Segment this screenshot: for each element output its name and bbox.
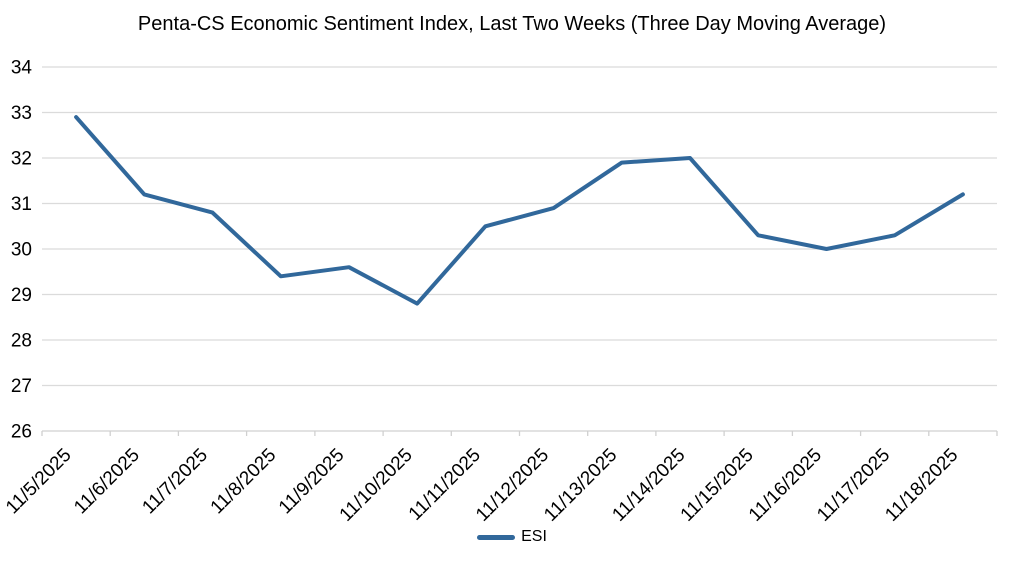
y-tick-label: 26 bbox=[11, 422, 32, 443]
x-tick-label: 11/10/2025 bbox=[336, 445, 417, 526]
esi-series-line bbox=[74, 115, 965, 306]
y-tick-label: 33 bbox=[11, 103, 32, 124]
y-tick-label: 29 bbox=[11, 285, 32, 306]
x-tick-label: 11/17/2025 bbox=[813, 445, 894, 526]
legend-label: ESI bbox=[521, 528, 547, 545]
x-tick-label: 11/6/2025 bbox=[70, 445, 144, 519]
legend: ESI bbox=[0, 528, 1024, 546]
x-tick-label: 11/7/2025 bbox=[138, 445, 212, 519]
x-tick-label: 11/15/2025 bbox=[677, 445, 758, 526]
chart-title: Penta-CS Economic Sentiment Index, Last … bbox=[137, 13, 887, 35]
y-tick-label: 27 bbox=[11, 376, 32, 397]
y-tick-label: 28 bbox=[11, 331, 32, 352]
x-tick-label: 11/9/2025 bbox=[275, 445, 349, 519]
y-tick-label: 34 bbox=[11, 58, 33, 79]
x-tick-label: 11/14/2025 bbox=[608, 445, 689, 526]
y-tick-label: 32 bbox=[11, 149, 32, 170]
x-tick-label: 11/16/2025 bbox=[745, 445, 826, 526]
x-tick-label: 11/18/2025 bbox=[881, 445, 962, 526]
x-tick-label: 11/5/2025 bbox=[2, 445, 76, 519]
legend-line-swatch bbox=[477, 534, 516, 540]
x-tick-label: 11/8/2025 bbox=[207, 445, 281, 519]
x-tick-label: 11/13/2025 bbox=[540, 445, 621, 526]
x-tick-label: 11/12/2025 bbox=[472, 445, 553, 526]
y-tick-label: 31 bbox=[11, 194, 32, 215]
y-tick-label: 30 bbox=[11, 240, 32, 261]
